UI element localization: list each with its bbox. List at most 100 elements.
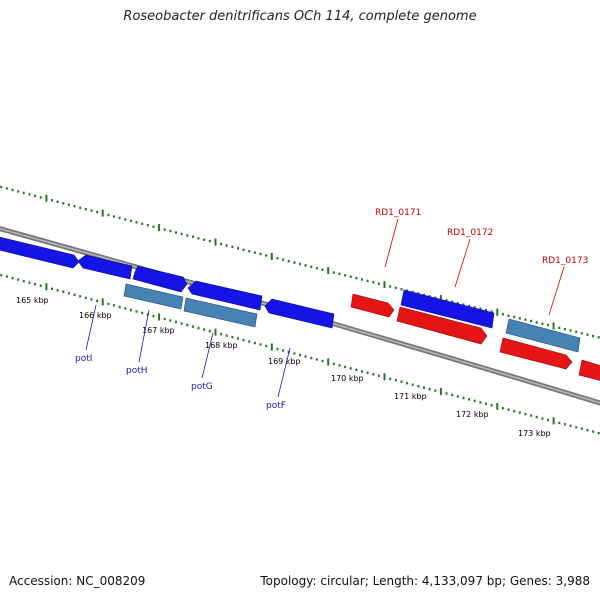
minor-tick	[389, 377, 392, 380]
gene-arrow[interactable]	[350, 293, 395, 318]
gene-arrow[interactable]	[0, 236, 80, 269]
minor-tick	[513, 410, 516, 413]
minor-tick	[423, 386, 425, 389]
minor-tick	[321, 359, 324, 363]
minor-tick	[490, 404, 493, 407]
major-tick	[327, 267, 330, 275]
minor-tick	[34, 283, 37, 286]
minor-tick	[282, 349, 285, 352]
minor-tick	[558, 421, 561, 425]
gene-label-RD1_0172[interactable]: RD1_0172	[447, 228, 493, 238]
gene-arrow[interactable]	[499, 337, 573, 370]
major-tick	[327, 358, 330, 366]
minor-tick	[372, 281, 375, 284]
minor-tick	[203, 328, 206, 331]
minor-tick	[580, 427, 583, 430]
major-tick	[496, 402, 499, 410]
minor-tick	[180, 322, 183, 325]
minor-tick	[248, 250, 251, 253]
minor-tick	[400, 380, 403, 383]
minor-tick	[406, 382, 409, 385]
gene-arrow[interactable]	[77, 254, 133, 280]
gene-label-RD1_0171[interactable]: RD1_0171	[375, 208, 421, 218]
gene-label-RD1_0173[interactable]: RD1_0173	[542, 256, 588, 266]
minor-tick	[169, 319, 172, 322]
gene-arrow[interactable]	[264, 298, 335, 329]
minor-tick	[451, 393, 454, 397]
minor-tick	[208, 329, 211, 333]
gene-arrow[interactable]	[396, 306, 488, 345]
major-tick	[214, 328, 217, 336]
minor-tick	[79, 295, 82, 298]
minor-tick	[310, 265, 313, 268]
minor-tick	[11, 276, 14, 280]
gene-arrow[interactable]	[132, 265, 188, 293]
gene-arrow[interactable]	[400, 289, 495, 329]
minor-tick	[84, 296, 87, 300]
minor-tick	[231, 335, 234, 339]
minor-tick	[586, 333, 589, 336]
minor-tick	[129, 219, 132, 223]
minor-tick	[462, 303, 465, 306]
topology-text: Topology: circular; Length: 4,133,097 bp…	[260, 574, 590, 588]
minor-tick	[163, 317, 166, 321]
minor-tick	[73, 293, 76, 296]
minor-tick	[569, 424, 572, 427]
minor-tick	[146, 224, 149, 227]
minor-tick	[580, 332, 583, 335]
gene-arrow[interactable]	[187, 280, 263, 311]
minor-tick	[501, 407, 504, 410]
kbp-label: 168 kbp	[205, 341, 238, 350]
kbp-label: 172 kbp	[456, 410, 489, 419]
minor-tick	[175, 320, 177, 324]
minor-tick	[315, 358, 318, 361]
minor-tick	[547, 323, 549, 327]
minor-tick	[411, 383, 414, 386]
gene-label-potH[interactable]: potH	[126, 366, 148, 376]
minor-tick	[445, 392, 448, 395]
gene-label-potI[interactable]: potI	[75, 354, 92, 364]
minor-tick	[135, 310, 138, 313]
major-tick	[101, 209, 104, 217]
minor-tick	[141, 222, 144, 225]
minor-tick	[344, 365, 347, 369]
minor-tick	[39, 284, 42, 287]
gene-label-potG[interactable]: potG	[191, 382, 213, 392]
minor-tick	[473, 306, 476, 309]
minor-tick	[445, 299, 448, 302]
gene-box[interactable]	[505, 318, 581, 353]
minor-tick	[51, 287, 53, 290]
minor-tick	[17, 278, 20, 281]
minor-tick	[220, 242, 223, 246]
kbp-label: 173 kbp	[518, 429, 551, 438]
major-tick	[552, 322, 555, 330]
minor-tick	[507, 408, 510, 411]
minor-tick	[456, 302, 459, 305]
minor-tick	[586, 429, 589, 432]
minor-tick	[186, 323, 189, 327]
minor-tick	[96, 210, 99, 214]
minor-tick	[90, 298, 93, 301]
minor-tick	[276, 347, 279, 351]
gene-box[interactable]	[123, 283, 184, 310]
minor-tick	[107, 213, 110, 217]
minor-tick	[541, 322, 544, 325]
minor-tick	[304, 355, 307, 358]
kbp-label: 166 kbp	[79, 311, 112, 320]
minor-tick	[490, 310, 493, 313]
tick-track-bottom	[0, 273, 600, 435]
minor-tick	[355, 276, 358, 280]
gene-arrow[interactable]	[578, 359, 600, 381]
gene-box[interactable]	[183, 297, 258, 328]
minor-tick	[428, 387, 431, 391]
minor-tick	[169, 229, 172, 233]
minor-tick	[366, 371, 369, 374]
minor-tick	[485, 308, 487, 312]
minor-tick	[208, 239, 211, 243]
minor-tick	[462, 396, 465, 400]
gene-label-potF[interactable]: potF	[266, 401, 286, 411]
major-tick	[158, 224, 161, 232]
minor-tick	[310, 356, 313, 360]
gene-label-leaders	[85, 218, 565, 398]
